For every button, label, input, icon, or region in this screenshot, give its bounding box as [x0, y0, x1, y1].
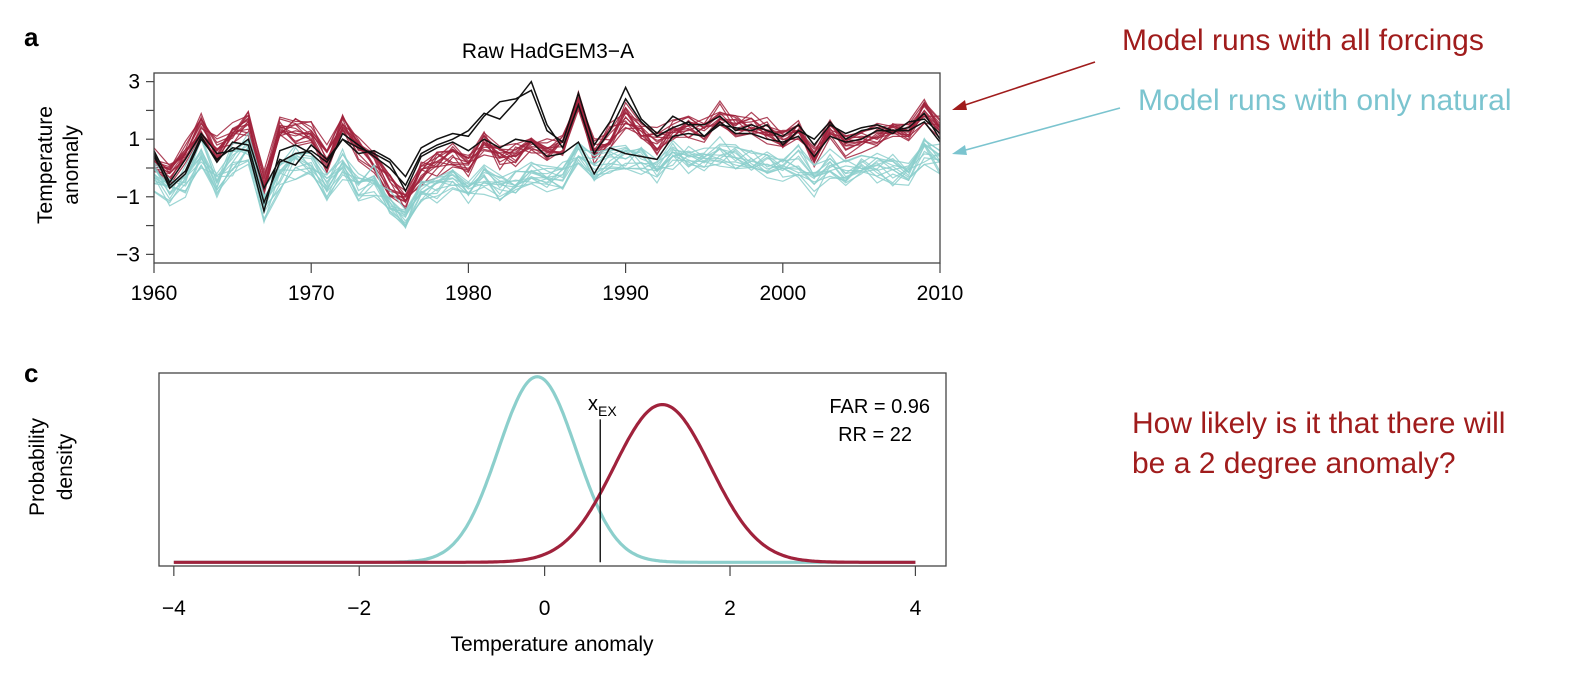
a-ytick-label-0: −3	[116, 243, 140, 266]
panel-c: c Probability density −4 −2 0 2 4 Temperatur…	[24, 358, 947, 656]
all-forcings-run-6	[153, 96, 941, 203]
annotation-arrows	[952, 61, 1121, 155]
threshold-label: xEX	[588, 393, 617, 419]
arrow-all-forcings-head	[952, 100, 967, 110]
a-xtick-label-4: 2000	[759, 282, 806, 305]
panel-a-ylabel: Temperature anomaly	[34, 106, 83, 224]
panel-c-curves	[173, 375, 916, 564]
observation-series-1	[153, 85, 941, 205]
natural-only-run-8	[153, 138, 941, 213]
observation-series-2	[153, 120, 941, 193]
natural-only-run-9	[153, 148, 941, 227]
a-xtick-label-0: 1960	[131, 282, 178, 305]
a-xtick-label-1: 1970	[288, 282, 335, 305]
all-forcings-run-12	[153, 107, 941, 208]
c-xtick-label-1: −2	[347, 597, 371, 620]
a-ytick-label-6: 3	[128, 71, 140, 94]
panel-a-ylabel-line2: anomaly	[60, 125, 83, 205]
a-xtick-label-3: 1990	[602, 282, 649, 305]
label-all-forcings: Model runs with all forcings	[1122, 24, 1484, 57]
panel-c-letter: c	[24, 358, 38, 388]
far-label: FAR = 0.96	[829, 396, 930, 418]
arrow-all-forcings	[961, 61, 1096, 107]
panel-c-xlabel: Temperature anomaly	[450, 633, 654, 656]
panel-a-ylabel-line1: Temperature	[34, 106, 57, 224]
arrow-natural	[961, 107, 1121, 152]
panel-c-ylabel-line2: density	[54, 433, 77, 500]
rr-label: RR = 22	[838, 424, 912, 446]
c-xtick-label-0: −4	[162, 597, 186, 620]
c-xtick-label-4: 4	[910, 597, 922, 620]
density-curve-0	[173, 375, 916, 564]
label-natural-only: Model runs with only natural	[1138, 84, 1512, 117]
threshold-label-sub: EX	[598, 403, 617, 419]
a-ytick-label-2: −1	[116, 186, 140, 209]
c-xtick-label-2: 0	[539, 597, 551, 620]
question-line-1: How likely is it that there will	[1132, 407, 1506, 440]
natural-only-run-10	[153, 131, 941, 214]
threshold-label-main: x	[588, 393, 598, 415]
panel-a-letter: a	[24, 22, 39, 52]
panel-c-axes: −4 −2 0 2 4	[162, 566, 922, 620]
panel-c-plot-frame	[158, 372, 947, 567]
arrow-natural-head	[952, 145, 967, 155]
natural-only-run-3	[153, 135, 941, 211]
a-xtick-label-5: 2010	[917, 282, 964, 305]
panel-c-ylabel-line1: Probability	[26, 417, 49, 516]
question-text: How likely is it that there will be a 2 …	[1132, 404, 1582, 484]
panel-a: a Raw HadGEM3−A Temperature anomaly −3 −1…	[24, 22, 963, 305]
panel-c-ylabel: Probability density	[26, 417, 77, 516]
question-line-2: be a 2 degree anomaly?	[1132, 447, 1456, 480]
panel-a-axes: −3 −1 1 3 1960 1970 1980 1990 2000 2010	[116, 71, 963, 305]
a-xtick-label-2: 1980	[445, 282, 492, 305]
a-ytick-label-4: 1	[128, 128, 140, 151]
density-curve-1	[173, 403, 916, 564]
panel-a-title: Raw HadGEM3−A	[462, 40, 634, 63]
observation-series-0	[153, 80, 941, 215]
natural-only-run-14	[153, 142, 941, 228]
panel-a-plot-lines	[153, 80, 941, 230]
all-forcings-run-13	[153, 96, 941, 197]
c-xtick-label-3: 2	[724, 597, 736, 620]
natural-only-run-11	[153, 139, 941, 230]
